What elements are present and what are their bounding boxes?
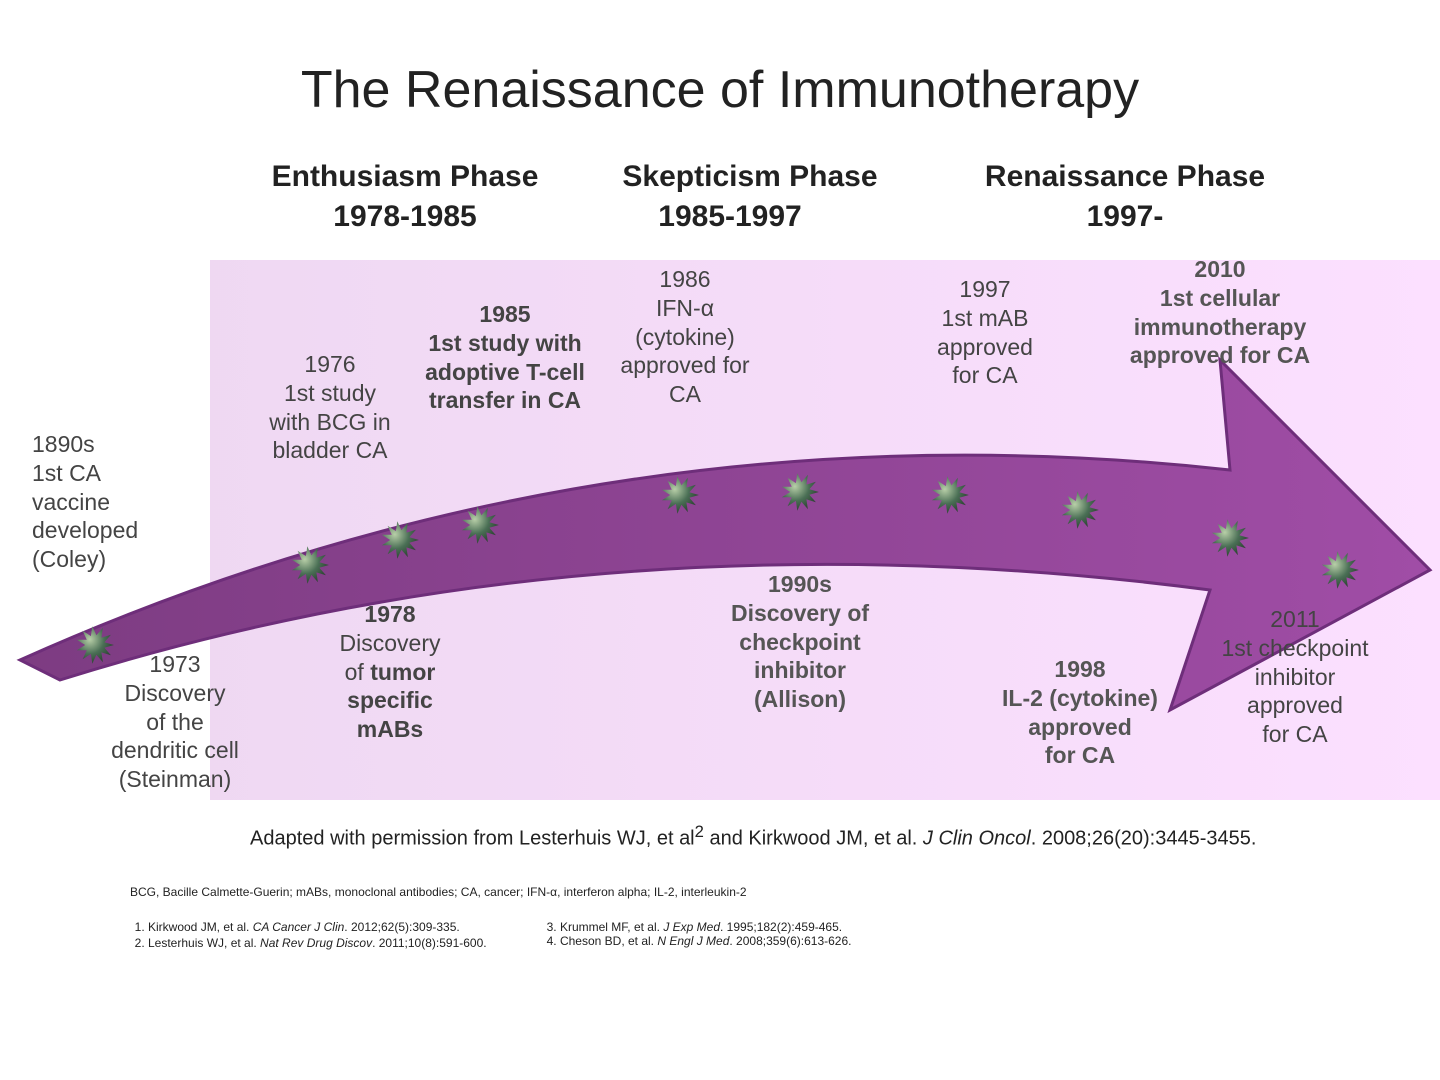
references: Kirkwood JM, et al. CA Cancer J Clin. 20…: [130, 920, 851, 952]
event-year: 1890s: [32, 431, 95, 457]
event-hl: mABs: [310, 715, 470, 744]
ref-item: 3. Krummel MF, et al. J Exp Med. 1995;18…: [547, 920, 852, 934]
event-year: 1976: [304, 351, 355, 377]
event-hl: approved for CA: [1100, 341, 1340, 370]
event-hl: inhibitor: [700, 656, 900, 685]
event-1998: 1998 IL-2 (cytokine) approved for CA: [980, 655, 1180, 770]
event-2011: 2011 1st checkpoint inhibitor approved f…: [1210, 605, 1380, 749]
event-year: 1985: [400, 300, 610, 329]
phase-skepticism-years: 1985-1997: [580, 200, 880, 234]
ref-pre: Cheson BD, et al.: [560, 934, 657, 948]
event-line: 1st checkpoint: [1221, 635, 1368, 661]
event-hl: Discovery of: [700, 599, 900, 628]
event-line: of the: [146, 709, 204, 735]
event-year: 2010: [1100, 255, 1340, 284]
event-year: 1997: [959, 276, 1010, 302]
event-hl: specific: [310, 686, 470, 715]
event-hl: (Allison): [700, 685, 900, 714]
page-title: The Renaissance of Immunotherapy: [0, 60, 1440, 120]
event-line: 1st mAB: [942, 305, 1029, 331]
credit-pre: Adapted with permission from Lesterhuis …: [250, 828, 695, 850]
phase-renaissance-years: 1997-: [965, 200, 1285, 234]
event-line: vaccine: [32, 489, 110, 515]
ref-item: 4. Cheson BD, et al. N Engl J Med. 2008;…: [547, 934, 852, 948]
event-line: with BCG in: [269, 409, 390, 435]
phase-enthusiasm: Enthusiasm Phase: [255, 160, 555, 194]
event-hl: for CA: [980, 741, 1180, 770]
event-hl: tumor: [370, 659, 435, 685]
phase-enthusiasm-years: 1978-1985: [255, 200, 555, 234]
event-year: 2011: [1270, 606, 1319, 632]
ref-pre: Krummel MF, et al.: [560, 920, 663, 934]
event-line: developed: [32, 517, 138, 543]
event-line: (cytokine): [635, 324, 735, 350]
event-2010: 2010 1st cellular immunotherapy approved…: [1100, 255, 1340, 370]
event-hl: immunotherapy: [1100, 313, 1340, 342]
ref-ital: Nat Rev Drug Discov: [260, 936, 372, 950]
event-1997: 1997 1st mAB approved for CA: [920, 275, 1050, 390]
event-line: (Coley): [32, 546, 106, 572]
ref-item: Lesterhuis WJ, et al. Nat Rev Drug Disco…: [148, 936, 487, 950]
credit-mid: and Kirkwood JM, et al.: [704, 828, 923, 850]
event-hl: transfer in CA: [400, 386, 610, 415]
abbreviations: BCG, Bacille Calmette-Guerin; mABs, mono…: [130, 885, 747, 899]
event-1986: 1986 IFN-α (cytokine) approved for CA: [600, 265, 770, 409]
ref-post: . 2011;10(8):591-600.: [372, 936, 487, 950]
event-line: CA: [669, 381, 701, 407]
references-col1: Kirkwood JM, et al. CA Cancer J Clin. 20…: [130, 920, 487, 952]
event-line: 1st study: [284, 380, 376, 406]
ref-post: . 2008;359(6):613-626.: [729, 934, 851, 948]
event-line: (Steinman): [119, 766, 231, 792]
ref-ital: N Engl J Med: [657, 934, 729, 948]
event-1990s: 1990s Discovery of checkpoint inhibitor …: [700, 570, 900, 714]
phase-renaissance: Renaissance Phase: [965, 160, 1285, 194]
ref-post: . 1995;182(2):459-465.: [720, 920, 842, 934]
ref-item: Kirkwood JM, et al. CA Cancer J Clin. 20…: [148, 920, 487, 934]
ref-ital: J Exp Med: [663, 920, 720, 934]
event-hl: approved: [980, 713, 1180, 742]
event-line: for CA: [1262, 721, 1327, 747]
ref-num: 4.: [547, 934, 560, 948]
event-year: 1990s: [700, 570, 900, 599]
ref-num: 3.: [547, 920, 560, 934]
slide-container: The Renaissance of Immunotherapy Enthusi…: [0, 0, 1440, 1080]
event-line: bladder CA: [272, 437, 387, 463]
event-year: 1986: [659, 266, 710, 292]
phase-skepticism: Skepticism Phase: [600, 160, 900, 194]
event-year: 1973: [149, 651, 200, 677]
event-line: of: [345, 659, 371, 685]
event-1973: 1973 Discovery of the dendritic cell (St…: [95, 650, 255, 794]
event-line: approved: [1247, 692, 1343, 718]
event-hl: checkpoint: [700, 628, 900, 657]
ref-pre: Lesterhuis WJ, et al.: [148, 936, 260, 950]
event-hl: 1st cellular: [1100, 284, 1340, 313]
credit-ital: J Clin Oncol: [923, 828, 1031, 850]
ref-ital: CA Cancer J Clin: [253, 920, 345, 934]
event-line: Discovery: [340, 630, 441, 656]
credit-sup: 2: [695, 822, 704, 841]
credit-post: . 2008;26(20):3445-3455.: [1031, 828, 1257, 850]
event-1976: 1976 1st study with BCG in bladder CA: [250, 350, 410, 465]
event-hl: 1st study with: [400, 329, 610, 358]
event-line: dendritic cell: [111, 737, 239, 763]
event-line: approved: [937, 334, 1033, 360]
event-line: IFN-α: [656, 295, 714, 321]
event-year: 1998: [980, 655, 1180, 684]
event-line: Discovery: [125, 680, 226, 706]
adapted-credit: Adapted with permission from Lesterhuis …: [250, 822, 1256, 851]
event-hl: adoptive T-cell: [400, 358, 610, 387]
event-1890s: 1890s 1st CA vaccine developed (Coley): [32, 430, 172, 574]
ref-post: . 2012;62(5):309-335.: [344, 920, 459, 934]
event-hl: IL-2 (cytokine): [980, 684, 1180, 713]
event-line: 1st CA: [32, 460, 101, 486]
event-line: approved for: [620, 352, 749, 378]
ref-pre: Kirkwood JM, et al.: [148, 920, 253, 934]
references-col2: 3. Krummel MF, et al. J Exp Med. 1995;18…: [547, 920, 852, 952]
event-year: 1978: [310, 600, 470, 629]
event-line: inhibitor: [1255, 664, 1336, 690]
event-1985: 1985 1st study with adoptive T-cell tran…: [400, 300, 610, 415]
event-1978: 1978 Discovery of tumor specific mABs: [310, 600, 470, 744]
event-line: for CA: [952, 362, 1017, 388]
